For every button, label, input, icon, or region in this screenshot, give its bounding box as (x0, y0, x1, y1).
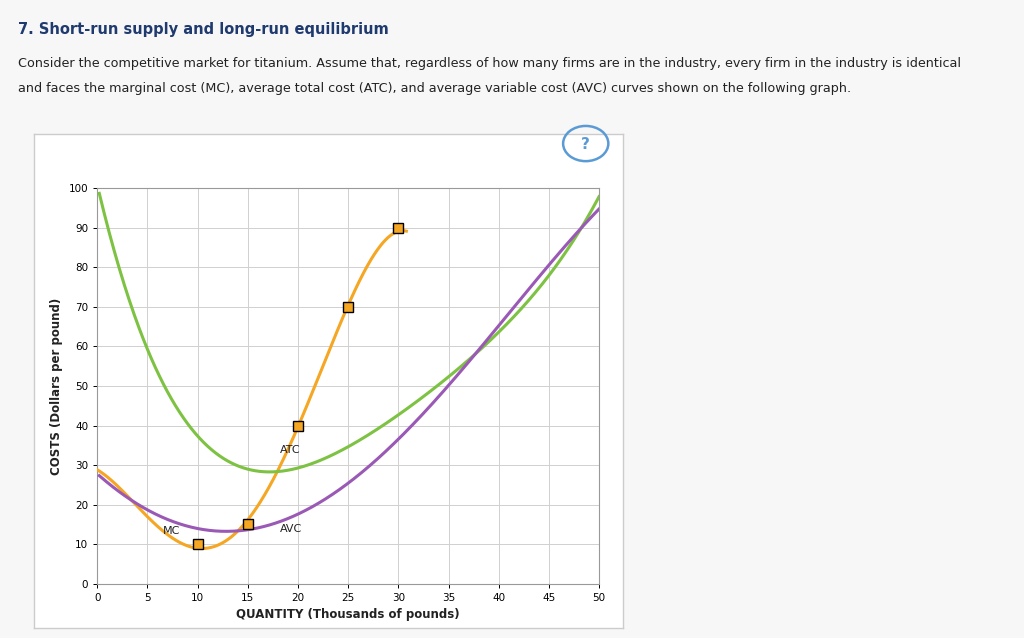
Text: 7. Short-run supply and long-run equilibrium: 7. Short-run supply and long-run equilib… (18, 22, 389, 38)
Text: and faces the marginal cost (MC), average total cost (ATC), and average variable: and faces the marginal cost (MC), averag… (18, 82, 852, 94)
Text: MC: MC (163, 526, 180, 537)
Y-axis label: COSTS (Dollars per pound): COSTS (Dollars per pound) (50, 297, 63, 475)
Text: ?: ? (582, 137, 590, 152)
Text: AVC: AVC (280, 524, 302, 535)
Text: ATC: ATC (280, 445, 301, 456)
Text: Consider the competitive market for titanium. Assume that, regardless of how man: Consider the competitive market for tita… (18, 57, 962, 70)
X-axis label: QUANTITY (Thousands of pounds): QUANTITY (Thousands of pounds) (237, 609, 460, 621)
